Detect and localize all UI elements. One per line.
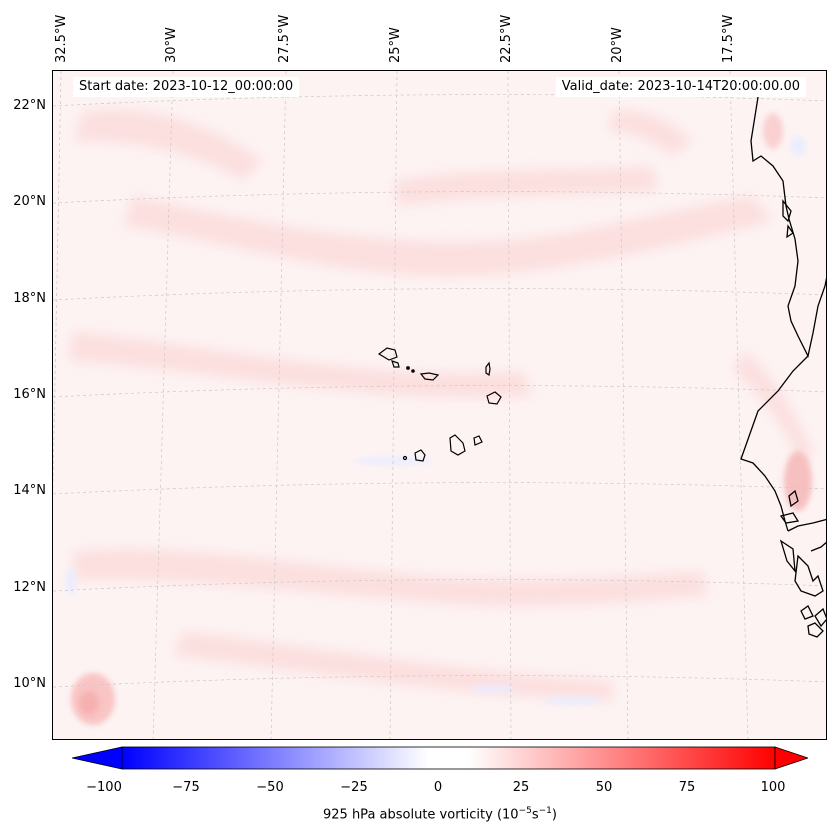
lat-label-14n: 14°N	[13, 483, 46, 498]
lat-label-10n: 10°N	[13, 676, 46, 691]
lon-label-17-5w: 17.5°W	[721, 14, 736, 63]
lon-label-32-5w: 32.5°W	[54, 14, 69, 63]
colorbar-title-exponent-2: −1	[538, 806, 552, 816]
colorbar-tick-neg25: −25	[340, 780, 368, 795]
colorbar-tick-25: 25	[512, 780, 530, 795]
colorbar-tick-100: 100	[760, 780, 786, 795]
start-date-label: Start date: 2023-10-12_00:00:00	[73, 77, 300, 97]
colorbar-max-extension	[774, 746, 810, 770]
colorbar-gradient	[71, 746, 810, 770]
colorbar	[71, 746, 810, 770]
colorbar-tick-75: 75	[678, 780, 696, 795]
african-coastline	[740, 90, 826, 638]
colorbar-tick-neg75: −75	[172, 780, 200, 795]
colorbar-tick-neg100: −100	[86, 780, 122, 795]
lon-label-27-5w: 27.5°W	[277, 14, 292, 63]
valid-date-label: Valid_date: 2023-10-14T20:00:00.00	[555, 77, 806, 97]
colorbar-title-prefix: 925 hPa absolute vorticity (10	[323, 807, 519, 823]
lat-label-20n: 20°N	[13, 194, 46, 209]
lat-label-18n: 18°N	[13, 291, 46, 306]
map-panel[interactable]: Start date: 2023-10-12_00:00:00 Valid_da…	[52, 70, 827, 740]
colorbar-tick-50: 50	[595, 780, 613, 795]
lon-label-20w: 20°W	[610, 27, 625, 63]
graticule	[53, 71, 826, 739]
colorbar-title-suffix: )	[551, 807, 557, 823]
lat-label-22n: 22°N	[13, 98, 46, 113]
colorbar-tick-0: 0	[433, 780, 443, 795]
cape-verde-islands	[377, 347, 502, 462]
positive-vorticity-bands	[68, 109, 813, 701]
lat-label-12n: 12°N	[13, 580, 46, 595]
lon-label-22-5w: 22.5°W	[499, 14, 514, 63]
colorbar-title-exponent-1: −5	[518, 806, 532, 816]
colorbar-title: 925 hPa absolute vorticity (10−5s−1)	[0, 806, 837, 822]
colorbar-tick-neg50: −50	[256, 780, 284, 795]
vorticity-field	[53, 71, 826, 739]
colorbar-body	[121, 746, 776, 770]
lon-label-25w: 25°W	[388, 27, 403, 63]
strong-positive-vorticity	[71, 113, 812, 725]
lon-label-30w: 30°W	[164, 27, 179, 63]
lat-label-16n: 16°N	[13, 387, 46, 402]
colorbar-min-extension	[71, 746, 123, 770]
colorbar-title-unit: s	[531, 807, 539, 823]
